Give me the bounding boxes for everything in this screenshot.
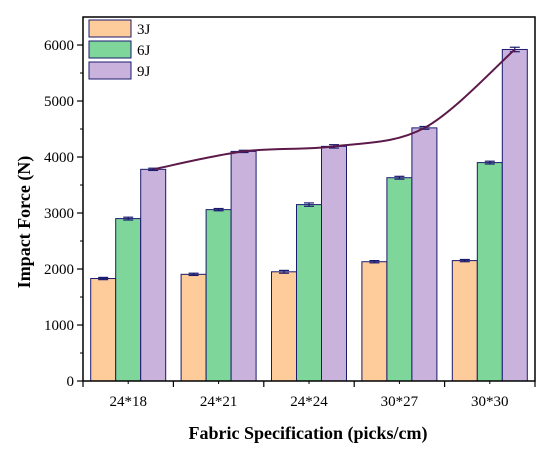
x-tick-label-30*30: 30*30 (471, 394, 509, 410)
error-bars-layer (98, 46, 520, 281)
bar-9J-24*24 (321, 145, 347, 382)
bar-9J-24*21 (230, 150, 257, 382)
trend-line-9J (153, 48, 516, 171)
bar-3J-30*30 (451, 260, 478, 382)
x-tick-label-24*21: 24*21 (200, 394, 238, 410)
y-tick-label-5000: 5000 (44, 94, 74, 110)
bar-3J-30*27 (361, 261, 388, 382)
legend-swatch-3J (88, 19, 132, 38)
y-tick-label-6000: 6000 (44, 38, 74, 54)
y-tick-label-2000: 2000 (44, 262, 74, 278)
legend-label-6J: 6J (137, 43, 151, 59)
bar-3J-24*21 (180, 273, 207, 382)
tick-labels-layer: 0 1000 2000 3000 4000 5000 6000 24*18 24*21 24*24… (44, 38, 509, 410)
bar-6J-30*30 (476, 162, 503, 382)
x-tick-label-24*18: 24*18 (109, 394, 147, 410)
bar-3J-24*18 (90, 278, 117, 382)
y-tick-label-0: 0 (67, 374, 75, 390)
y-tick-label-4000: 4000 (44, 150, 74, 166)
trend-line-layer (153, 48, 516, 171)
axes-layer (77, 16, 536, 387)
bar-3J-24*24 (271, 271, 297, 382)
legend-swatch-9J (88, 61, 132, 80)
legend-label-9J: 9J (137, 64, 151, 80)
bar-9J-24*18 (140, 168, 167, 382)
bar-6J-24*24 (296, 204, 322, 382)
bar-6J-24*18 (115, 218, 142, 382)
x-axis-title: Fabric Specification (picks/cm) (189, 423, 428, 444)
bar-6J-30*27 (386, 177, 413, 382)
x-tick-label-24*24: 24*24 (290, 394, 328, 410)
bar-9J-30*27 (411, 127, 438, 382)
legend-label-3J: 3J (137, 22, 151, 38)
y-tick-label-1000: 1000 (44, 318, 74, 334)
legend: 3J 6J 9J (88, 19, 151, 80)
bar-9J-30*30 (501, 48, 528, 382)
bar-6J-24*21 (205, 209, 232, 382)
x-tick-label-30*27: 30*27 (381, 394, 419, 410)
y-tick-label-3000: 3000 (44, 206, 74, 222)
legend-swatch-6J (88, 40, 132, 59)
y-axis-title: Impact Force (N) (14, 156, 35, 289)
